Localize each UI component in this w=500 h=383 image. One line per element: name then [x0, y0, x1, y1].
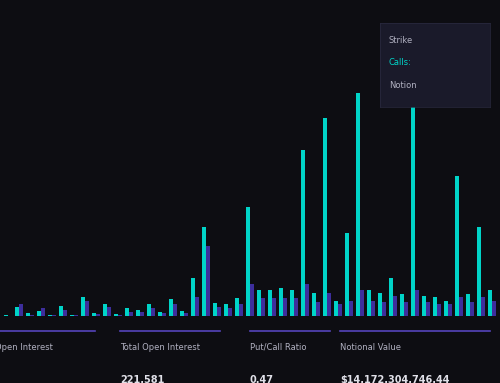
Bar: [334, 301, 338, 316]
Bar: [294, 298, 298, 316]
Bar: [301, 150, 305, 316]
Bar: [136, 309, 140, 316]
Bar: [224, 304, 228, 316]
Bar: [316, 302, 320, 316]
Bar: [228, 308, 232, 316]
Text: Open Interest: Open Interest: [0, 343, 53, 352]
Bar: [323, 118, 327, 316]
Bar: [404, 302, 408, 316]
Bar: [184, 313, 188, 316]
Bar: [206, 246, 210, 316]
Bar: [70, 315, 74, 316]
Bar: [26, 313, 30, 316]
Bar: [371, 301, 376, 316]
Bar: [338, 304, 342, 316]
Bar: [202, 227, 206, 316]
Bar: [195, 297, 199, 316]
Bar: [261, 298, 265, 316]
Bar: [327, 293, 332, 316]
Bar: [415, 290, 420, 316]
Bar: [63, 309, 67, 316]
Bar: [124, 308, 129, 316]
Bar: [356, 93, 360, 316]
Bar: [492, 301, 496, 316]
Bar: [349, 301, 354, 316]
Bar: [422, 296, 426, 316]
Bar: [411, 99, 415, 316]
Bar: [4, 315, 8, 316]
Text: Total Open Interest: Total Open Interest: [120, 343, 200, 352]
Bar: [470, 302, 474, 316]
Text: $14,172,304,746.44: $14,172,304,746.44: [340, 375, 450, 383]
Bar: [151, 308, 155, 316]
Bar: [30, 315, 34, 316]
Bar: [257, 290, 261, 316]
Bar: [268, 290, 272, 316]
Bar: [96, 314, 100, 316]
Bar: [312, 293, 316, 316]
Bar: [168, 300, 173, 316]
Text: 0.47: 0.47: [250, 375, 274, 383]
Bar: [488, 290, 492, 316]
Bar: [146, 304, 151, 316]
Bar: [114, 314, 118, 316]
Bar: [426, 302, 430, 316]
Bar: [92, 313, 96, 316]
Bar: [129, 311, 133, 316]
Bar: [378, 293, 382, 316]
Bar: [190, 278, 195, 316]
Bar: [102, 304, 107, 316]
Text: Strike: Strike: [389, 36, 413, 44]
Bar: [393, 296, 398, 316]
Bar: [305, 284, 310, 316]
Bar: [107, 307, 111, 316]
Bar: [455, 175, 460, 316]
Bar: [382, 302, 386, 316]
Bar: [74, 315, 78, 316]
Bar: [18, 304, 23, 316]
Bar: [52, 315, 56, 316]
Bar: [48, 315, 52, 316]
Bar: [345, 233, 349, 316]
Bar: [460, 297, 464, 316]
Bar: [437, 304, 442, 316]
Bar: [272, 298, 276, 316]
Bar: [279, 288, 283, 316]
Text: Notional Value: Notional Value: [340, 343, 401, 352]
Bar: [158, 311, 162, 316]
Text: Put/Call Ratio: Put/Call Ratio: [250, 343, 306, 352]
Bar: [40, 308, 45, 316]
Bar: [283, 298, 287, 316]
Bar: [80, 297, 85, 316]
Bar: [173, 304, 177, 316]
Bar: [85, 301, 89, 316]
Bar: [58, 306, 63, 316]
Bar: [140, 313, 144, 316]
Bar: [235, 298, 239, 316]
Bar: [448, 304, 452, 316]
Bar: [213, 303, 217, 316]
Text: 221,581: 221,581: [120, 375, 164, 383]
Text: Notion: Notion: [389, 81, 416, 90]
Text: Calls:: Calls:: [389, 58, 411, 67]
Bar: [400, 294, 404, 316]
Bar: [433, 297, 437, 316]
Bar: [246, 208, 250, 316]
Bar: [217, 307, 221, 316]
Bar: [477, 227, 482, 316]
Bar: [162, 313, 166, 316]
Bar: [290, 290, 294, 316]
Bar: [360, 290, 364, 316]
Bar: [367, 290, 371, 316]
Bar: [180, 311, 184, 316]
Bar: [250, 284, 254, 316]
Bar: [239, 304, 243, 316]
Bar: [389, 278, 393, 316]
Bar: [482, 297, 486, 316]
Bar: [36, 311, 40, 316]
Bar: [118, 315, 122, 316]
Bar: [14, 307, 18, 316]
Bar: [466, 294, 470, 316]
Bar: [444, 301, 448, 316]
